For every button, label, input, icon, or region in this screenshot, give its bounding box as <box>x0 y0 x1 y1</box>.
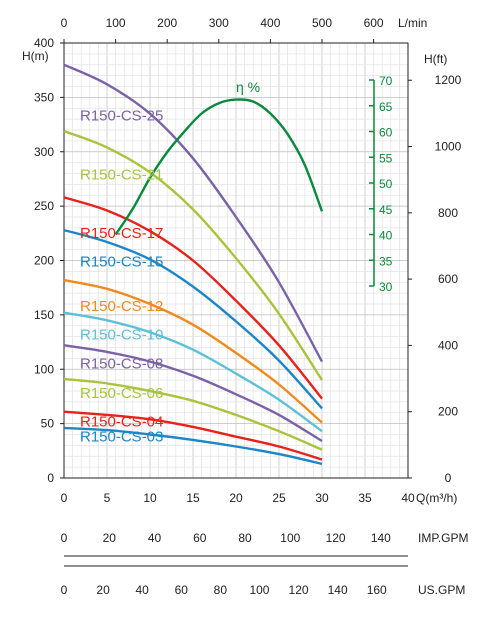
y-right-axis-label: H(ft) <box>424 52 447 66</box>
efficiency-tick-label: 65 <box>379 100 393 114</box>
x-tick-label: 0 <box>61 491 68 505</box>
y-right-tick-label: 600 <box>438 272 458 286</box>
x-top-tick-label: 300 <box>209 16 229 30</box>
x-tick-label: 25 <box>272 491 286 505</box>
y-right-tick-label: 400 <box>438 338 458 352</box>
y-right-tick-label: 200 <box>438 405 458 419</box>
y-tick-label: 150 <box>34 308 54 322</box>
us-gpm-tick-label: 160 <box>367 583 387 597</box>
series-labels: R150-CS-25 R150-CS-21 R150-CS-17 R150-CS-15… <box>80 108 163 446</box>
us-gpm-tick-label: 60 <box>175 583 189 597</box>
us-gpm-tick-label: 80 <box>214 583 228 597</box>
y-right-tick-label: 1000 <box>435 140 462 154</box>
imp-gpm-tick-label: 40 <box>148 531 162 545</box>
x-tick-label: 40 <box>401 491 415 505</box>
head-curve-r150-cs-06 <box>63 377 323 451</box>
y-axis-label: H(m) <box>22 49 49 63</box>
head-curves <box>63 63 324 466</box>
x-tick-label: 5 <box>104 491 111 505</box>
efficiency-tick-label: 55 <box>379 151 393 165</box>
imp-gpm-tick-label: 20 <box>103 531 117 545</box>
x-tick-label: 30 <box>315 491 329 505</box>
head-curve-r150-cs-15 <box>63 228 323 410</box>
series-label-r150-cs-21: R150-CS-21 <box>80 166 163 183</box>
y-right-tick-label: 1200 <box>435 73 462 87</box>
y-tick-label: 0 <box>47 471 54 485</box>
x-tick-label: 35 <box>358 491 372 505</box>
series-label-r150-cs-08: R150-CS-08 <box>80 356 163 373</box>
y-right-tick-label: 0 <box>445 471 452 485</box>
x-top-tick-label: 200 <box>157 16 177 30</box>
series-label-r150-cs-25: R150-CS-25 <box>80 108 163 125</box>
y-tick-label: 300 <box>34 145 54 159</box>
efficiency-axis: 30 35 40 45 50 55 60 65 70 <box>369 74 393 294</box>
imp-gpm-tick-label: 120 <box>326 531 346 545</box>
efficiency-tick-label: 60 <box>379 126 393 140</box>
head-curve-r150-cs-12 <box>63 278 323 424</box>
y-tick-label: 100 <box>34 362 54 376</box>
head-curve-r150-cs-25 <box>63 63 324 363</box>
y-right-tick-label: 800 <box>438 206 458 220</box>
us-gpm-tick-label: 100 <box>249 583 269 597</box>
efficiency-tick-label: 70 <box>379 74 393 88</box>
x-tick-label: 15 <box>186 491 200 505</box>
head-curve-r150-cs-10 <box>63 311 323 433</box>
imp-gpm-tick-label: 100 <box>280 531 300 545</box>
series-label-r150-cs-15: R150-CS-15 <box>80 253 163 270</box>
series-label-r150-cs-17: R150-CS-17 <box>80 225 163 242</box>
head-curve-r150-cs-03 <box>63 426 323 466</box>
y-tick-label: 350 <box>34 90 54 104</box>
y-tick-label: 50 <box>41 417 55 431</box>
axes: 0 5 10 15 20 25 30 35 40050100150200250300350400… <box>34 16 462 505</box>
x-top-tick-label: 0 <box>61 16 68 30</box>
series-label-r150-cs-12: R150-CS-12 <box>80 298 163 315</box>
x-axis-label: Q(m³/h) <box>416 491 457 505</box>
efficiency-tick-label: 35 <box>379 254 393 268</box>
x-top-tick-label: 600 <box>364 16 384 30</box>
us-gpm-tick-label: 40 <box>136 583 150 597</box>
grid <box>63 42 409 479</box>
us-gpm-tick-label: 20 <box>96 583 110 597</box>
efficiency-label: η % <box>236 79 260 95</box>
efficiency-tick-label: 45 <box>379 203 393 217</box>
us-gpm-tick-label: 0 <box>61 583 68 597</box>
series-label-r150-cs-10: R150-CS-10 <box>80 326 163 343</box>
imp-gpm-tick-label: 0 <box>61 531 68 545</box>
head-curve-r150-cs-21 <box>63 129 324 381</box>
x-top-tick-label: 100 <box>106 16 126 30</box>
efficiency-curve <box>114 98 324 236</box>
us-gpm-tick-label: 140 <box>328 583 348 597</box>
x-tick-label: 10 <box>143 491 157 505</box>
imp-gpm-tick-label: 140 <box>371 531 391 545</box>
series-label-r150-cs-03: R150-CS-03 <box>80 429 163 446</box>
x-top-axis-label: L/min <box>398 16 427 30</box>
efficiency-tick-label: 50 <box>379 177 393 191</box>
series-label-r150-cs-04: R150-CS-04 <box>80 413 163 430</box>
x-tick-label: 20 <box>229 491 243 505</box>
imp-gpm-tick-label: 80 <box>238 531 252 545</box>
x-top-tick-label: 500 <box>312 16 332 30</box>
y-tick-label: 400 <box>34 36 54 50</box>
y-tick-label: 200 <box>34 254 54 268</box>
gpm-scales: 0 20 40 60 80 100 120 140 0 20 40 60 80 100 120 140 160 <box>61 531 408 597</box>
head-curve-r150-cs-17 <box>63 196 323 400</box>
efficiency-tick-label: 30 <box>379 280 393 294</box>
head-curve-r150-cs-04 <box>63 410 323 461</box>
us-gpm-tick-label: 120 <box>289 583 309 597</box>
head-curve-r150-cs-08 <box>63 344 323 443</box>
y-tick-label: 250 <box>34 199 54 213</box>
imp-gpm-label: IMP.GPM <box>418 531 468 545</box>
x-top-tick-label: 400 <box>260 16 280 30</box>
us-gpm-label: US.GPM <box>418 583 465 597</box>
imp-gpm-tick-label: 60 <box>193 531 207 545</box>
efficiency-tick-label: 40 <box>379 229 393 243</box>
series-label-r150-cs-06: R150-CS-06 <box>80 385 163 402</box>
